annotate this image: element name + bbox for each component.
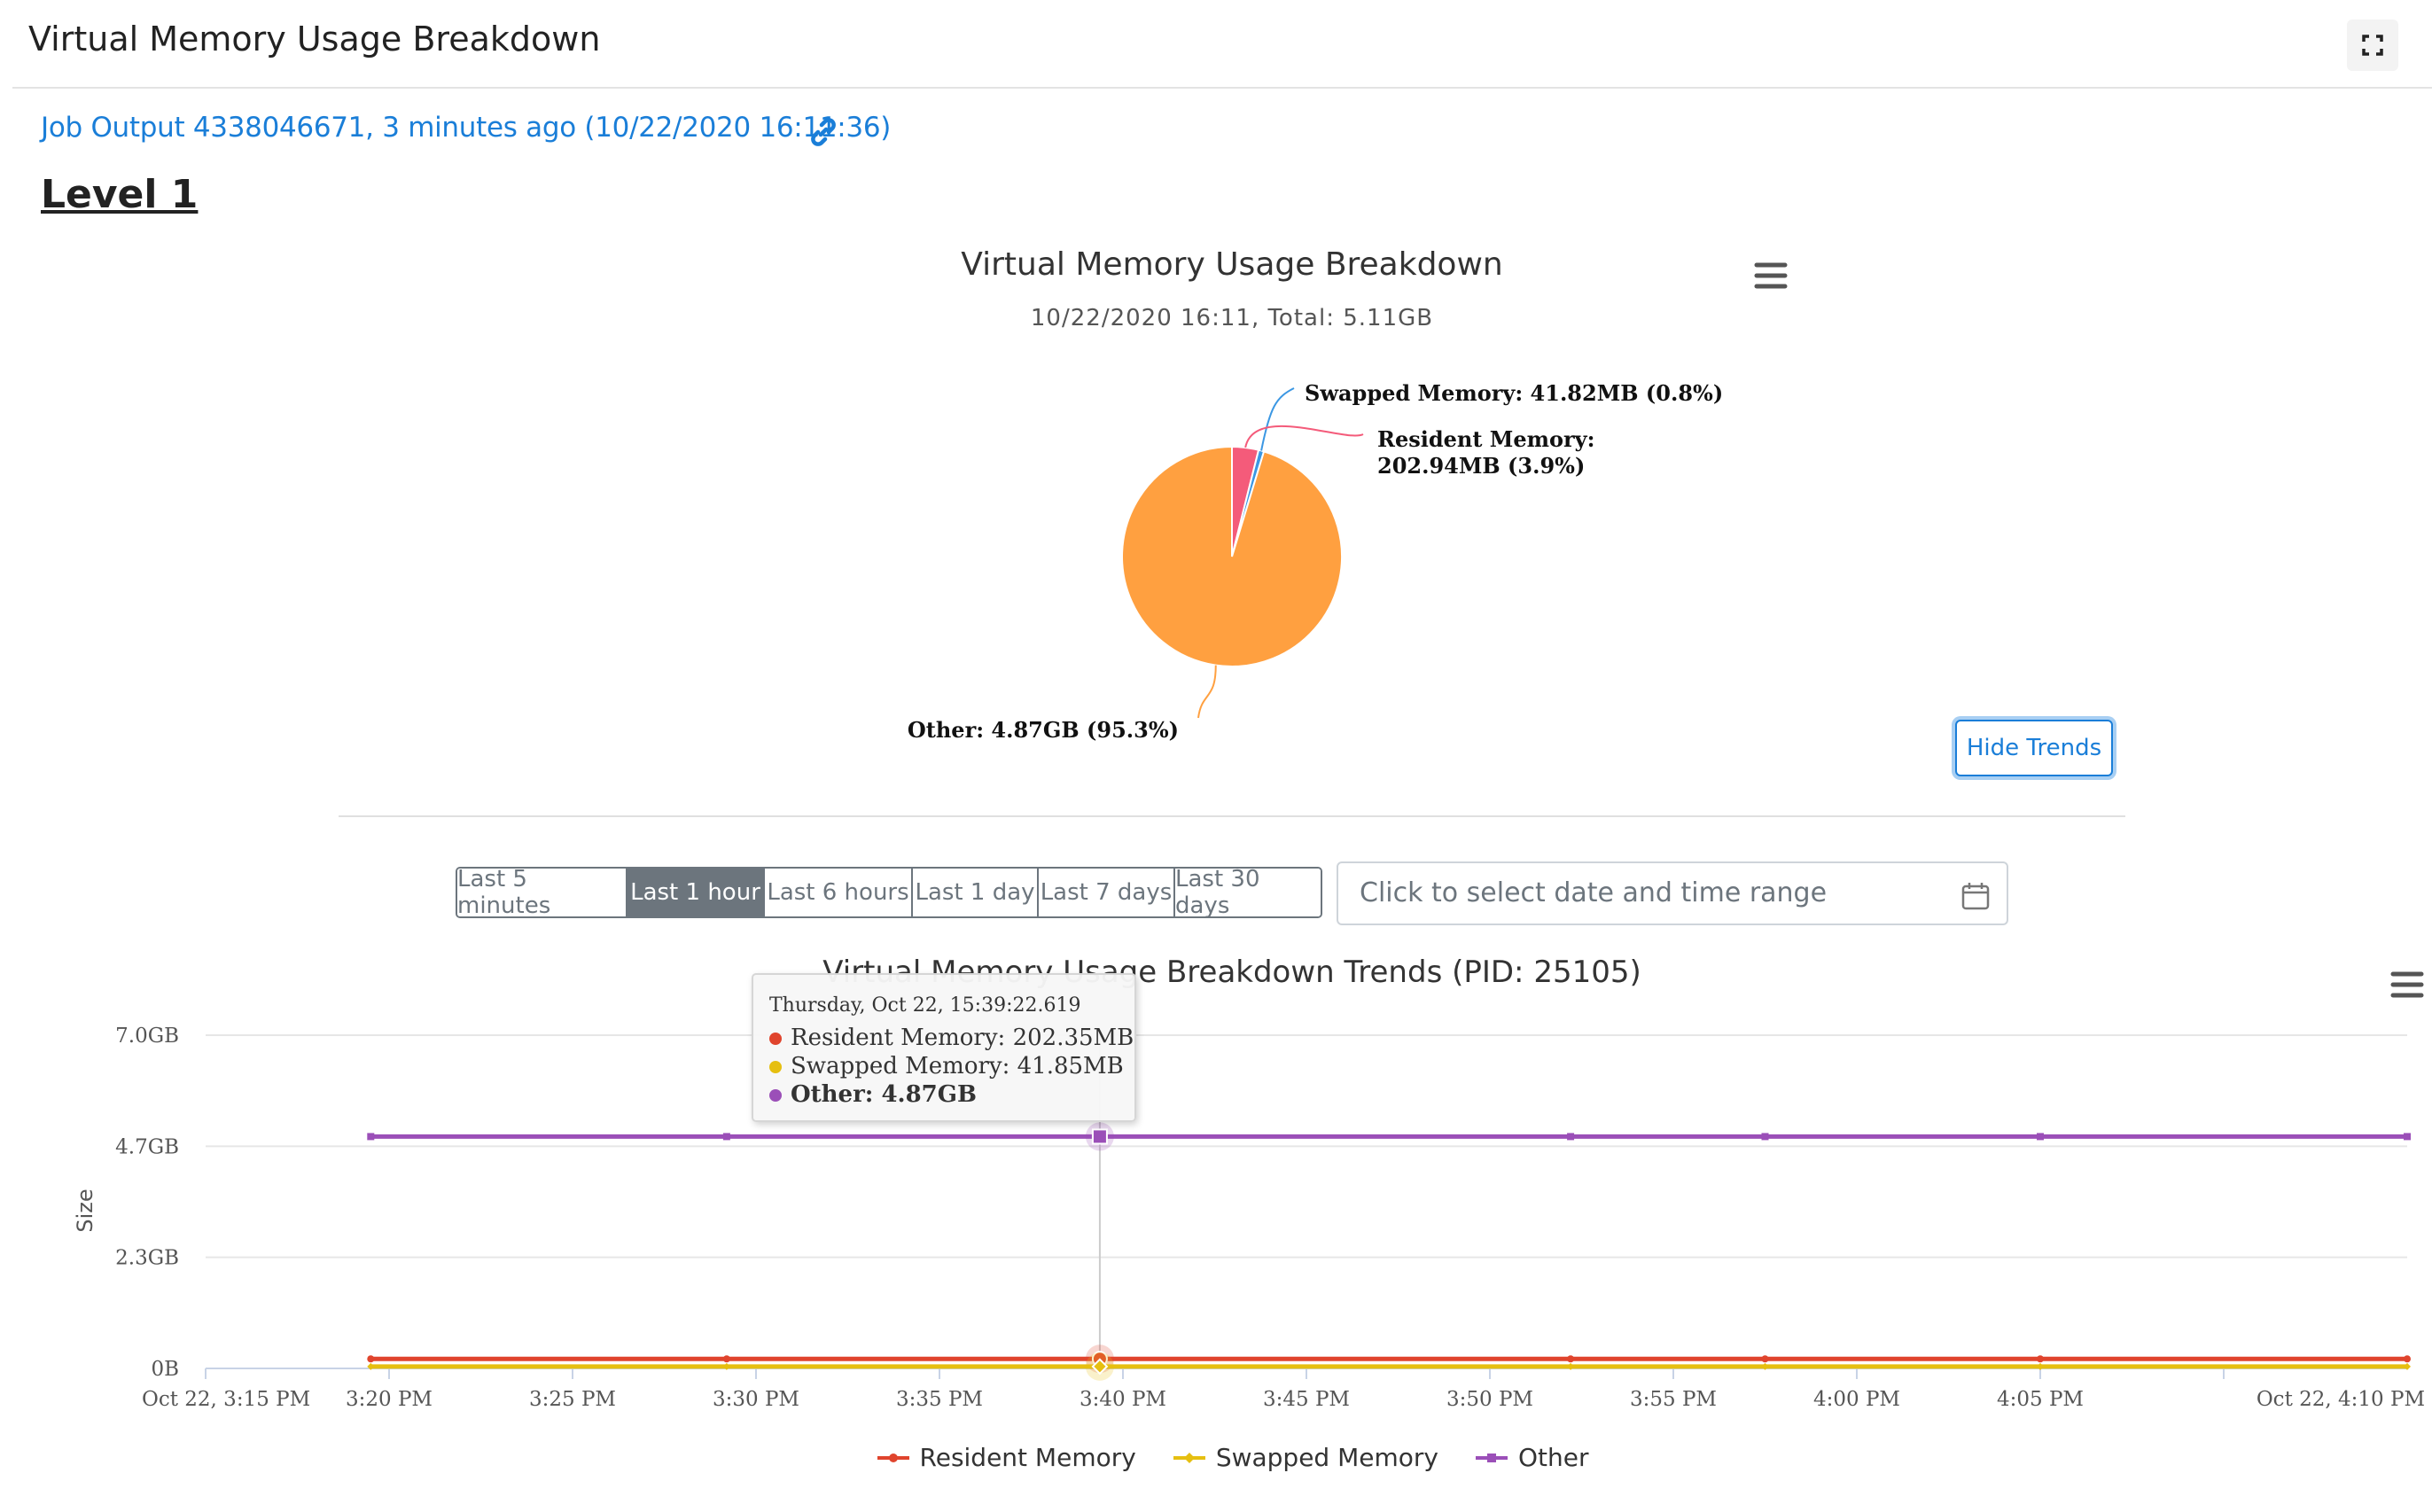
panel-title: Virtual Memory Usage Breakdown: [28, 19, 601, 58]
tooltip-row-swapped: Swapped Memory: 41.85MB: [769, 1053, 1124, 1079]
data-point: [1091, 1358, 1109, 1376]
range-button-7days[interactable]: Last 7 days: [1039, 869, 1175, 916]
range-button-1hour[interactable]: Last 1 hour: [627, 869, 765, 916]
pie-label: Resident Memory:: [1377, 426, 1594, 452]
link-icon[interactable]: [808, 117, 838, 147]
y-axis-title: Size: [73, 1189, 97, 1232]
expand-icon: [2362, 35, 2383, 56]
x-tick-label: Oct 22, 3:15 PM: [142, 1388, 310, 1411]
swapped-dot-icon: [769, 1061, 782, 1073]
legend-label-swapped: Swapped Memory: [1215, 1443, 1438, 1472]
data-point: [367, 1133, 375, 1141]
data-point: [367, 1362, 375, 1370]
legend-item-resident[interactable]: Resident Memory: [876, 1443, 1136, 1472]
pie-chart: Swapped Memory: 41.82MB (0.8%) Resident M…: [908, 380, 1723, 743]
data-point: [1091, 1128, 1108, 1145]
hide-trends-button[interactable]: Hide Trends: [1955, 720, 2113, 776]
x-tick-label: 4:00 PM: [1813, 1388, 1900, 1411]
legend-item-swapped[interactable]: Swapped Memory: [1172, 1443, 1438, 1472]
legend-label-resident: Resident Memory: [919, 1443, 1136, 1472]
chart-tooltip: Thursday, Oct 22, 15:39:22.619 Resident …: [752, 973, 1136, 1122]
y-tick-label: 7.0GB: [115, 1025, 179, 1048]
pie-label: Other: 4.87GB (95.3%): [908, 717, 1179, 743]
range-button-30days[interactable]: Last 30 days: [1175, 869, 1321, 916]
x-tick-label: 3:25 PM: [529, 1388, 616, 1411]
chart-legend: Resident Memory Swapped Memory Other: [0, 1443, 2432, 1472]
legend-item-other[interactable]: Other: [1474, 1443, 1589, 1472]
trends-line-chart: Virtual Memory Usage Breakdown Trends (P…: [73, 955, 2425, 1411]
tooltip-swapped-label: Swapped Memory: 41.85MB: [791, 1053, 1124, 1079]
data-point: [722, 1355, 730, 1363]
resident-dot-icon: [769, 1033, 782, 1045]
x-tick-label: 3:45 PM: [1263, 1388, 1350, 1411]
job-output-link[interactable]: Job Output 4338046671, 3 minutes ago (10…: [41, 112, 892, 144]
pie-label: 202.94MB (3.9%): [1377, 453, 1585, 479]
tooltip-resident-label: Resident Memory: 202.35MB: [791, 1025, 1134, 1051]
other-dot-icon: [769, 1089, 782, 1102]
data-point: [367, 1355, 375, 1363]
pie-label: Swapped Memory: 41.82MB (0.8%): [1305, 380, 1723, 406]
y-tick-label: 4.7GB: [115, 1135, 179, 1158]
other-line-icon: [1475, 1453, 1508, 1462]
data-point: [1761, 1355, 1769, 1363]
data-point: [2404, 1362, 2411, 1370]
time-range-button-group: Last 5 minutes Last 1 hour Last 6 hours …: [456, 867, 1322, 918]
tooltip-row-other: Other: 4.87GB: [769, 1081, 977, 1108]
data-point: [1761, 1362, 1769, 1370]
pie-connector: [1260, 387, 1295, 451]
data-point: [1567, 1362, 1575, 1370]
resident-line-icon: [877, 1453, 909, 1462]
pie-slice: [1121, 445, 1343, 667]
panel-header: Virtual Memory Usage Breakdown: [12, 0, 2432, 89]
data-point: [722, 1133, 730, 1141]
x-tick-label: Oct 22, 4:10 PM: [2257, 1388, 2425, 1411]
date-range-input[interactable]: Click to select date and time range: [1337, 861, 2008, 925]
x-tick-label: 4:05 PM: [1997, 1388, 2084, 1411]
y-tick-label: 0B: [151, 1358, 179, 1381]
x-tick-label: 3:20 PM: [346, 1388, 433, 1411]
tooltip-header: Thursday, Oct 22, 15:39:22.619: [769, 994, 1081, 1017]
range-button-6hours[interactable]: Last 6 hours: [765, 869, 913, 916]
y-tick-label: 2.3GB: [115, 1247, 179, 1270]
data-point: [2037, 1355, 2044, 1363]
pie-chart-title: Virtual Memory Usage Breakdown: [961, 246, 1503, 283]
pie-connector: [1244, 425, 1364, 448]
data-point: [722, 1362, 730, 1370]
hamburger-menu-icon[interactable]: [1753, 261, 1789, 291]
data-point: [2404, 1355, 2411, 1363]
expand-button[interactable]: [2347, 19, 2398, 71]
data-point: [2404, 1133, 2411, 1141]
x-tick-label: 3:30 PM: [713, 1388, 799, 1411]
x-tick-label: 3:35 PM: [896, 1388, 983, 1411]
data-point: [1567, 1355, 1575, 1363]
divider: [339, 815, 2125, 817]
tooltip-row-resident: Resident Memory: 202.35MB: [769, 1025, 1134, 1051]
pie-connector: [1197, 665, 1217, 719]
data-point: [1567, 1133, 1575, 1141]
x-tick-label: 3:55 PM: [1630, 1388, 1717, 1411]
data-point: [2037, 1362, 2044, 1370]
range-button-1day[interactable]: Last 1 day: [913, 869, 1039, 916]
pie-chart-subtitle: 10/22/2020 16:11, Total: 5.11GB: [1030, 305, 1434, 331]
tooltip-other-label: Other: 4.87GB: [791, 1081, 977, 1108]
legend-label-other: Other: [1517, 1443, 1589, 1472]
data-point: [1761, 1133, 1769, 1141]
hamburger-menu-icon[interactable]: [2389, 970, 2425, 1000]
data-point: [2037, 1133, 2044, 1141]
x-tick-label: 3:50 PM: [1446, 1388, 1533, 1411]
x-tick-label: 3:40 PM: [1080, 1388, 1166, 1411]
level-heading: Level 1: [41, 172, 199, 217]
range-button-5min[interactable]: Last 5 minutes: [457, 869, 627, 916]
calendar-icon[interactable]: [1960, 881, 1991, 911]
swapped-line-icon: [1173, 1452, 1205, 1463]
